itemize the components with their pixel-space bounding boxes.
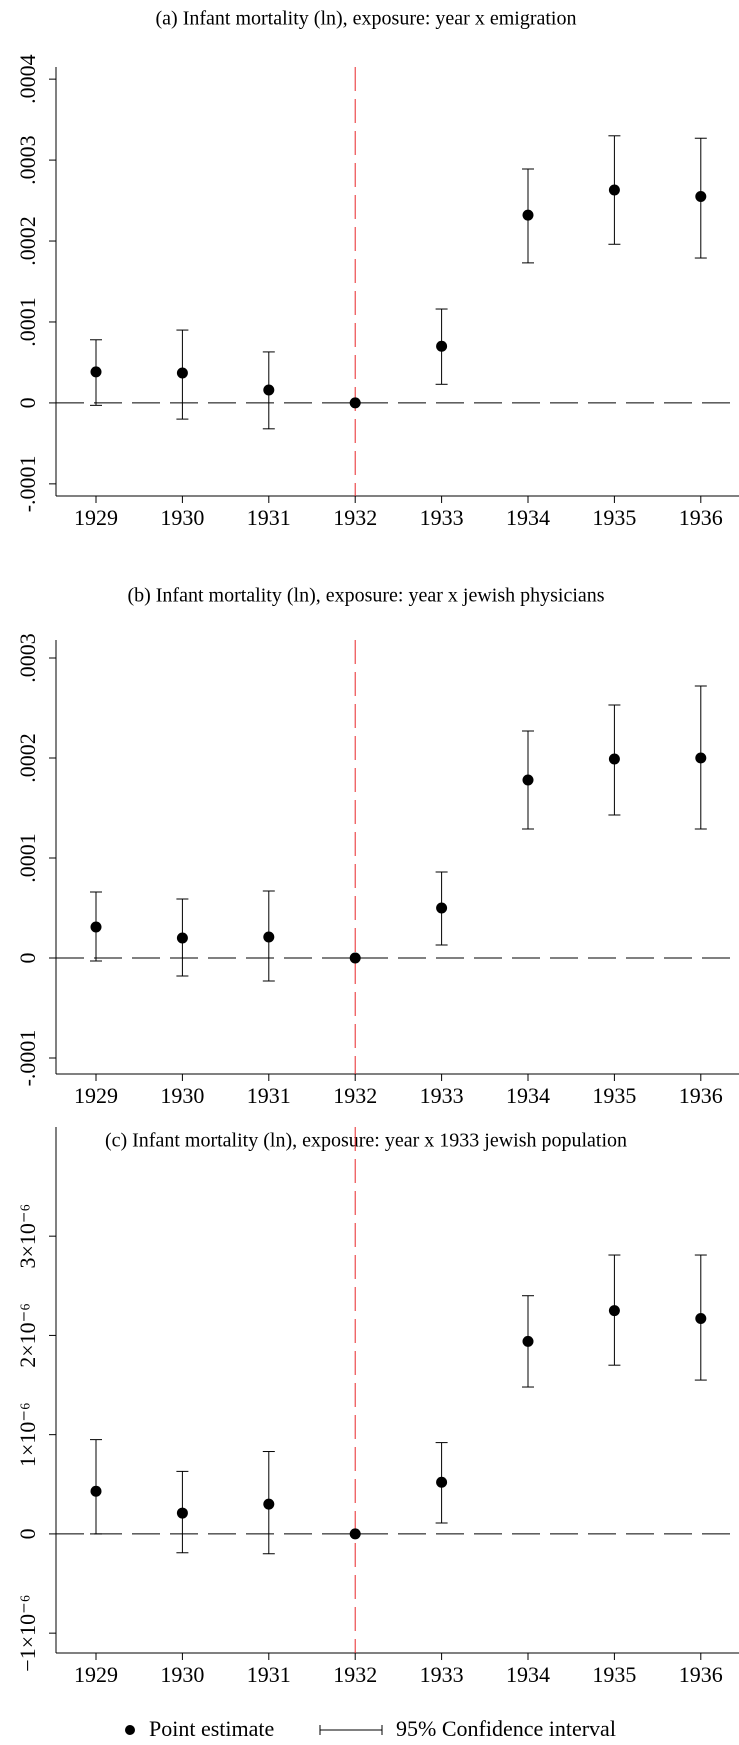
chart-title: (a) Infant mortality (ln), exposure: yea… [156,8,577,30]
x-tick-label: 1933 [420,505,464,530]
point [522,1335,534,1347]
y-tick-label: .0003 [15,135,40,185]
point [695,752,707,764]
point [608,1305,620,1317]
x-tick-label: 1930 [160,1083,204,1108]
x-tick-label: 1935 [592,1083,636,1108]
x-tick-label: 1932 [333,1662,377,1687]
x-tick-label: 1934 [506,1662,550,1687]
point [176,367,188,379]
x-tick-label: 1936 [679,505,723,530]
y-tick-label: -.0001 [15,455,40,512]
x-tick-label: 1931 [247,505,291,530]
y-tick-label: .0002 [15,733,40,783]
legend-label: 95% Confidence interval [396,1716,616,1741]
x-tick-label: 1936 [679,1662,723,1687]
x-tick-label: 1929 [74,1083,118,1108]
x-tick-label: 1931 [247,1662,291,1687]
point [263,1498,275,1510]
x-tick-label: 1932 [333,1083,377,1108]
x-tick-label: 1934 [506,505,550,530]
point [176,932,188,944]
legend-marker [125,1725,135,1735]
point [349,1528,361,1540]
y-tick-label: −1×10⁻⁶ [15,1595,40,1672]
point [263,931,275,943]
point [90,921,102,933]
y-tick-label: 1×10⁻⁶ [15,1402,40,1467]
y-tick-label: .0002 [15,216,40,266]
point [695,1313,707,1325]
point [608,753,620,765]
point [522,774,534,786]
point [349,952,361,964]
point [436,340,448,352]
x-tick-label: 1935 [592,505,636,530]
y-tick-label: -.0001 [15,1030,40,1087]
y-tick-label: .0001 [15,297,40,347]
x-tick-label: 1930 [160,1662,204,1687]
point [436,902,448,914]
y-tick-label: .0001 [15,833,40,883]
legend-label: Point estimate [149,1716,274,1741]
y-tick-label: .0004 [15,54,40,104]
point [608,184,620,196]
y-tick-label: 0 [15,953,40,964]
x-tick-label: 1931 [247,1083,291,1108]
point [349,397,361,409]
point [90,1485,102,1497]
y-tick-label: 3×10⁻⁶ [15,1204,40,1269]
y-tick-label: .0003 [15,633,40,683]
chart-title: (b) Infant mortality (ln), exposure: yea… [127,585,604,607]
y-tick-label: 0 [15,1528,40,1539]
x-tick-label: 1932 [333,505,377,530]
point [263,384,275,396]
x-tick-label: 1929 [74,1662,118,1687]
x-tick-label: 1934 [506,1083,550,1108]
point [176,1507,188,1519]
point [522,209,534,221]
x-tick-label: 1929 [74,505,118,530]
x-tick-label: 1933 [420,1662,464,1687]
point [695,191,707,203]
chart-title: (c) Infant mortality (ln), exposure: yea… [105,1130,627,1152]
x-tick-label: 1933 [420,1083,464,1108]
y-tick-label: 2×10⁻⁶ [15,1303,40,1368]
point [90,366,102,378]
y-tick-label: 0 [15,397,40,408]
point [436,1476,448,1488]
x-tick-label: 1930 [160,505,204,530]
x-tick-label: 1935 [592,1662,636,1687]
x-tick-label: 1936 [679,1083,723,1108]
